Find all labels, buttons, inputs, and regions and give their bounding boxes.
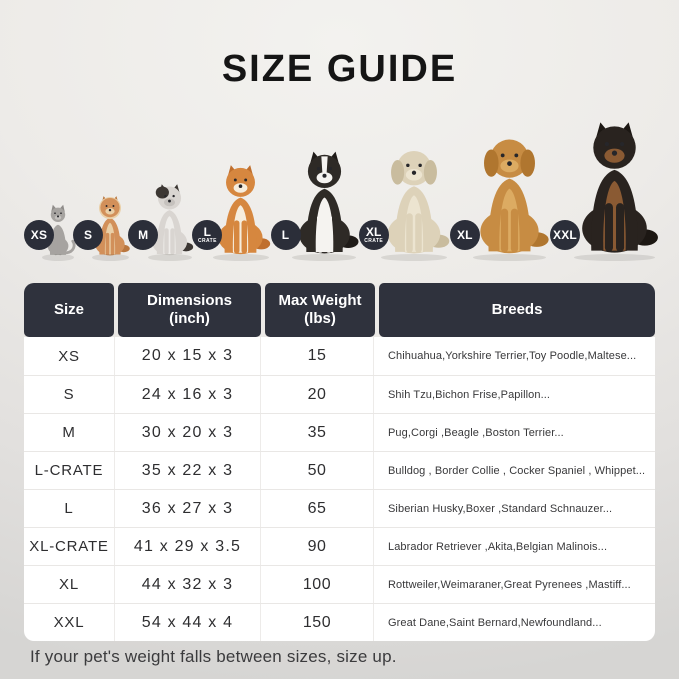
cell-max-weight: 65: [260, 490, 373, 527]
size-badge-xxl: XXL: [549, 220, 580, 250]
badge-label: M: [138, 228, 149, 242]
pomeranian-illustration: [95, 196, 130, 256]
cell-size: XXL: [53, 614, 85, 631]
size-table-body: XS 20 x 15 x 3 15 Chihuahua,Yorkshire Terri…: [24, 337, 655, 641]
page-title: SIZE GUIDE: [221, 48, 458, 90]
badge-label: XXL: [553, 228, 577, 242]
ground-shadow: [147, 254, 192, 261]
badge-sub-label: CRATE: [197, 238, 217, 244]
header-breeds: Breeds: [379, 283, 655, 337]
cat-illustration: [47, 204, 76, 256]
doberman-photo: XXL: [549, 118, 665, 261]
size-guide-table: Size Dimensions (inch) Max Weight (lbs) …: [24, 283, 655, 641]
french-bulldog-illustration: [152, 184, 194, 256]
ground-shadow: [292, 254, 356, 261]
shiba-inu-photo: L CRATE: [192, 162, 275, 261]
table-row-l: L 36 x 27 x 3 65 Siberian Husky,Boxer ,Stan…: [24, 489, 655, 527]
pomeranian-photo: S: [73, 194, 133, 261]
ground-shadow: [380, 254, 447, 261]
cell-max-weight: 90: [260, 528, 373, 565]
cell-dimensions: 41 x 29 x 3.5: [114, 528, 260, 565]
cell-dimensions: 44 x 32 x 3: [114, 566, 260, 603]
badge-label: XS: [30, 228, 48, 242]
border-collie-illustration: [298, 151, 359, 254]
labrador-retriever-photo: XL CRATE: [358, 144, 455, 261]
cell-size: S: [63, 386, 75, 403]
size-table-header: Size Dimensions (inch) Max Weight (lbs) …: [24, 283, 655, 337]
ground-shadow: [213, 254, 269, 261]
french-bulldog-photo: M: [128, 182, 197, 261]
cell-dimensions: 36 x 27 x 3: [114, 490, 260, 527]
size-badge-m: M: [128, 220, 159, 250]
cell-max-weight: 150: [260, 604, 373, 641]
cell-size: XL: [59, 576, 79, 593]
size-badge-xl: XL: [449, 220, 480, 250]
labrador-retriever-illustration: [387, 150, 449, 254]
golden-retriever-illustration: [480, 139, 549, 254]
table-row-m: M 30 x 20 x 3 35 Pug,Corgi ,Beagle ,Boston …: [24, 413, 655, 451]
badge-label: L: [203, 225, 212, 239]
cell-max-weight: 15: [260, 337, 373, 375]
ground-shadow: [574, 254, 655, 261]
shiba-inu-illustration: [218, 165, 271, 255]
ground-shadow: [472, 254, 546, 261]
ground-shadow: [91, 254, 129, 261]
cell-breeds: Chihuahua,Yorkshire Terrier,Toy Poodle,M…: [373, 337, 655, 375]
ground-shadow: [42, 254, 74, 261]
cell-max-weight: 50: [260, 452, 373, 489]
cell-breeds: Rottweiler,Weimaraner,Great Pyrenees ,Ma…: [373, 566, 655, 603]
cell-dimensions: 54 x 44 x 4: [114, 604, 260, 641]
size-badge-l: L: [270, 220, 301, 250]
size-badge-xs: XS: [24, 220, 54, 250]
border-collie-photo: L: [270, 148, 364, 261]
pet-size-lineup: XS S M L CRATE L XL CRATE XL XXL: [24, 118, 665, 261]
table-row-xxl: XXL 54 x 44 x 4 150 Great Dane,Saint Bernar…: [24, 603, 655, 641]
cell-max-weight: 35: [260, 414, 373, 451]
table-row-xl: XL 44 x 32 x 3 100 Rottweiler,Weimaraner,Gr…: [24, 565, 655, 603]
header-max-weight: Max Weight (lbs): [265, 283, 375, 337]
table-row-l-crate: L-CRATE 35 x 22 x 3 50 Bulldog , Border Col…: [24, 451, 655, 489]
badge-label: XL: [456, 228, 473, 242]
cell-breeds: Pug,Corgi ,Beagle ,Boston Terrier...: [373, 414, 655, 451]
badge-label: XL: [365, 225, 382, 239]
cell-dimensions: 30 x 20 x 3: [114, 414, 260, 451]
cell-dimensions: 35 x 22 x 3: [114, 452, 260, 489]
badge-label: L: [281, 228, 290, 242]
cell-breeds: Labrador Retriever ,Akita,Belgian Malino…: [373, 528, 655, 565]
cell-breeds: Bulldog , Border Collie , Cocker Spaniel…: [373, 452, 655, 489]
cell-max-weight: 100: [260, 566, 373, 603]
cell-breeds: Shih Tzu,Bichon Frise,Papillon...: [373, 376, 655, 413]
cell-size: L: [64, 500, 74, 517]
cell-dimensions: 24 x 16 x 3: [114, 376, 260, 413]
table-row-xl-crate: XL-CRATE 41 x 29 x 3.5 90 Labrador Retrieve…: [24, 527, 655, 565]
sizing-note: If your pet's weight falls between sizes…: [30, 647, 397, 666]
header-dimensions: Dimensions (inch): [118, 283, 261, 337]
cell-max-weight: 20: [260, 376, 373, 413]
cell-breeds: Siberian Husky,Boxer ,Standard Schnauzer…: [373, 490, 655, 527]
cell-breeds: Great Dane,Saint Bernard,Newfoundland...: [373, 604, 655, 641]
size-badge-xl-crate: XL CRATE: [358, 220, 389, 250]
cell-size: M: [62, 424, 76, 441]
cell-size: L-CRATE: [34, 462, 104, 479]
cell-size: XS: [58, 347, 80, 365]
header-size: Size: [24, 283, 114, 337]
golden-retriever-photo: XL: [449, 132, 555, 261]
table-row-xs: XS 20 x 15 x 3 15 Chihuahua,Yorkshire Terri…: [24, 337, 655, 375]
size-badge-l-crate: L CRATE: [192, 220, 223, 250]
badge-sub-label: CRATE: [364, 238, 384, 244]
doberman-illustration: [582, 122, 658, 253]
badge-label: S: [84, 228, 93, 242]
cell-dimensions: 20 x 15 x 3: [114, 337, 260, 375]
size-badge-s: S: [73, 220, 104, 250]
table-row-s: S 24 x 16 x 3 20 Shih Tzu,Bichon Frise,Papi…: [24, 375, 655, 413]
cat-photo: XS: [24, 202, 78, 261]
cell-size: XL-CRATE: [29, 538, 109, 555]
